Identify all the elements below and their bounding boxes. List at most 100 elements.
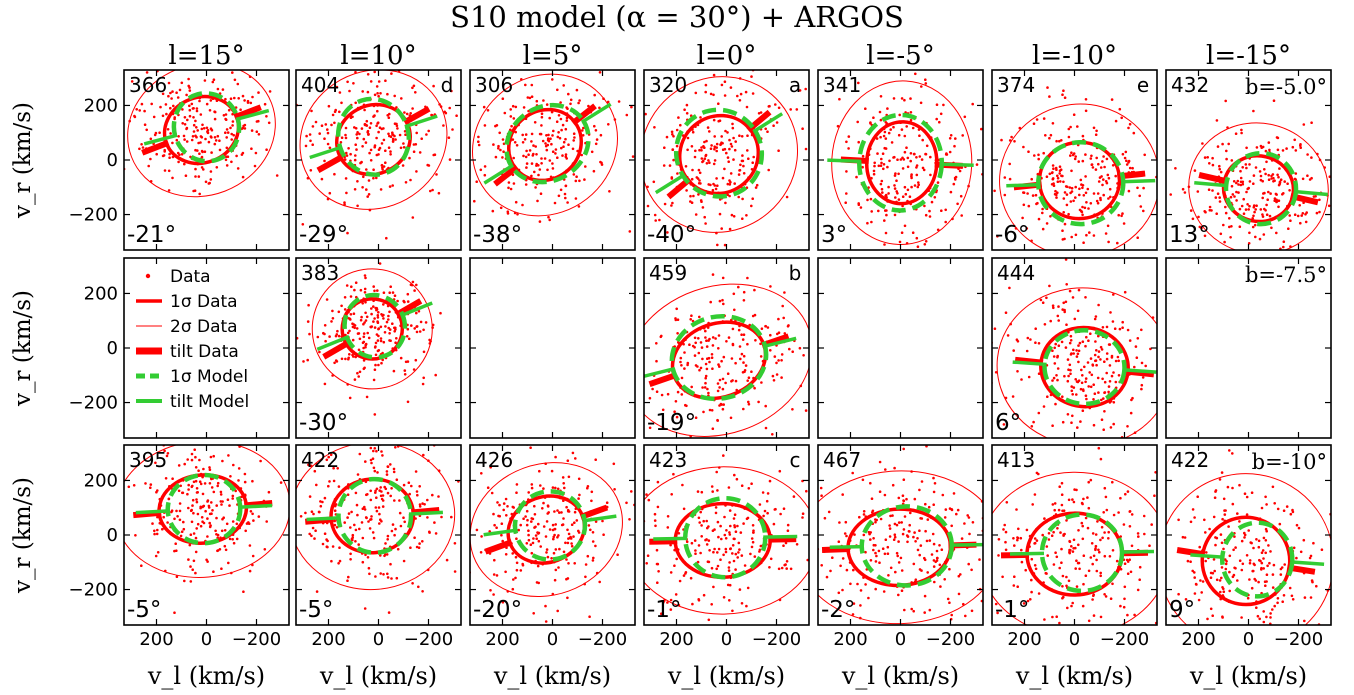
data-point <box>133 115 137 119</box>
data-point <box>869 122 872 125</box>
data-point <box>693 354 697 357</box>
data-point <box>847 147 850 150</box>
data-point <box>375 153 379 157</box>
data-point <box>339 141 343 144</box>
data-point <box>1116 355 1120 359</box>
data-point <box>171 176 174 180</box>
data-point <box>730 357 734 360</box>
data-point <box>402 142 405 145</box>
data-point <box>750 204 753 208</box>
data-point <box>745 604 748 608</box>
data-point <box>571 451 575 455</box>
data-point <box>728 533 732 536</box>
data-point <box>561 476 565 479</box>
panel: 306-38° <box>469 69 636 251</box>
data-point <box>822 380 825 383</box>
data-point <box>486 109 490 112</box>
data-point <box>810 367 813 370</box>
data-point <box>1233 195 1236 198</box>
data-point <box>548 218 551 222</box>
data-point <box>685 189 688 192</box>
y-tick-label: 200 <box>84 95 118 116</box>
data-point <box>539 545 542 548</box>
data-point <box>760 381 763 384</box>
data-point <box>1127 126 1130 130</box>
data-point <box>181 491 185 495</box>
data-point <box>388 332 391 335</box>
data-point <box>253 164 257 168</box>
data-point <box>1271 485 1275 489</box>
data-point <box>1258 558 1261 562</box>
data-point <box>1208 208 1212 212</box>
data-point <box>1235 181 1238 185</box>
data-point <box>1112 401 1116 404</box>
data-point <box>540 124 543 127</box>
data-point <box>1112 371 1115 374</box>
data-point <box>1239 176 1243 180</box>
data-point <box>181 122 184 125</box>
data-point <box>1081 159 1085 163</box>
data-point <box>207 140 211 144</box>
data-point <box>1063 374 1066 378</box>
data-point <box>573 510 577 514</box>
data-point <box>767 168 770 172</box>
data-point <box>1211 163 1215 167</box>
data-point <box>302 360 305 363</box>
data-point <box>450 515 453 519</box>
data-point <box>231 124 234 127</box>
data-point <box>703 146 706 149</box>
data-point <box>746 379 749 383</box>
data-point <box>417 309 421 313</box>
data-point <box>897 540 900 543</box>
data-point <box>1241 182 1245 186</box>
data-point <box>1081 134 1085 138</box>
data-point <box>1203 210 1206 213</box>
data-point <box>723 515 726 519</box>
data-point <box>723 94 727 97</box>
data-point <box>714 187 718 191</box>
data-point <box>511 138 515 141</box>
data-point <box>1262 192 1265 195</box>
data-point <box>521 133 524 137</box>
model-tilt-line <box>1290 560 1325 566</box>
data-point <box>1291 145 1295 149</box>
data-point <box>1061 93 1064 96</box>
data-point <box>173 117 176 121</box>
data-point <box>1027 150 1030 153</box>
data-point <box>376 471 379 474</box>
data-point <box>711 344 715 347</box>
panel-tilt-label: 6° <box>995 410 1021 436</box>
data-point <box>574 179 578 183</box>
data-point <box>373 289 376 293</box>
data-point <box>323 382 327 386</box>
data-point <box>1193 576 1196 579</box>
data-point <box>372 449 375 453</box>
data-point <box>530 486 534 490</box>
data-point <box>1220 471 1224 474</box>
data-point <box>530 517 533 520</box>
data-point <box>905 497 908 501</box>
data-point <box>851 613 855 616</box>
data-point <box>607 123 610 126</box>
data-point <box>1062 595 1065 599</box>
data-point <box>1224 509 1227 512</box>
data-point <box>1120 214 1123 218</box>
data-point <box>1105 325 1109 329</box>
data-point <box>169 106 172 110</box>
data-point <box>1039 298 1043 302</box>
data-point <box>578 179 581 183</box>
data-point <box>190 520 194 524</box>
data-point <box>564 137 567 141</box>
data-point <box>1062 197 1066 200</box>
data-point <box>883 493 887 497</box>
data-point <box>1272 563 1276 567</box>
data-point <box>699 199 703 202</box>
data-point <box>1240 131 1243 135</box>
data-point <box>993 327 997 331</box>
data-point <box>729 547 732 551</box>
data-point <box>1278 181 1282 184</box>
data-point <box>229 126 232 130</box>
data-point <box>1063 191 1067 194</box>
data-point <box>1278 522 1282 526</box>
